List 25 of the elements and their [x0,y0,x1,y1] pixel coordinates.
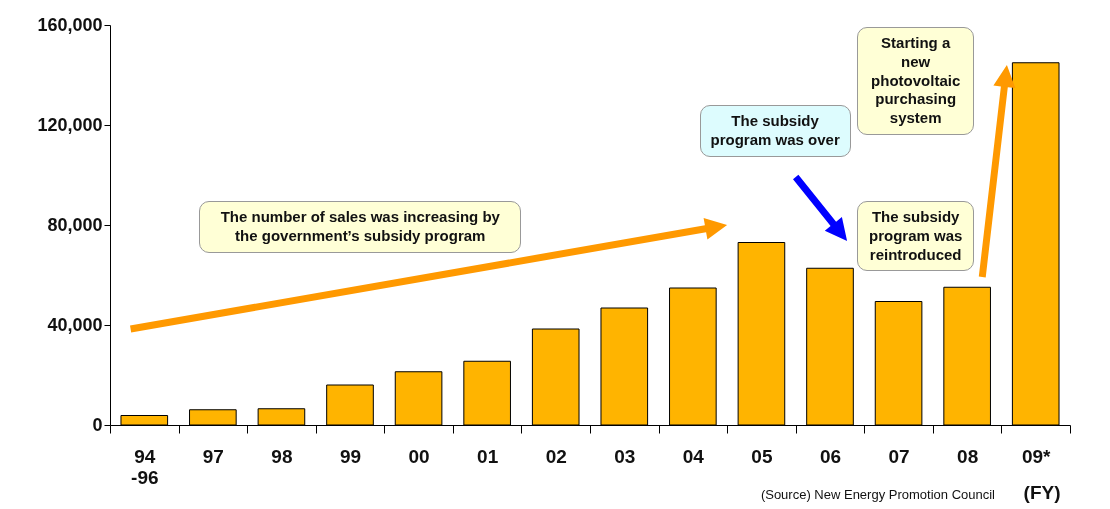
x-tick-label: 06 [819,445,842,467]
x-tick-label: 94 -96 [131,445,159,488]
x-tick-label: 07 [888,445,910,467]
x-tick-label: 02 [545,445,567,467]
x-tick-label: 01 [477,445,499,467]
x-tick-label: 98 [271,445,293,467]
x-tick-label: 97 [202,445,224,467]
x-tick-label: 08 [957,445,979,467]
y-tick-label: 0 [92,414,103,435]
x-tick-label: 04 [682,445,705,467]
y-tick-label: 40,000 [47,314,103,335]
x-tick-label: 09* [1021,445,1052,467]
y-tick-label: 120,000 [37,114,103,135]
text: (Source) New Energy Promotion Council [760,487,995,502]
x-axis-title: (FY) [1023,481,1061,503]
annotation: The subsidy program was over [699,105,851,157]
x-tick-label: 05 [751,445,773,467]
annotation: The number of sales was increasing by the government’s subsidy program [199,201,522,253]
annotation: Starting a new photovoltaic purchasing system [857,27,974,135]
y-tick-label: 80,000 [47,214,103,235]
x-tick-label: 03 [614,445,636,467]
x-tick-label: 99 [339,445,362,467]
y-tick-label: 160,000 [37,14,103,35]
annotation: The subsidy program was reintroduced [857,201,974,272]
x-tick-label: 00 [408,445,430,467]
